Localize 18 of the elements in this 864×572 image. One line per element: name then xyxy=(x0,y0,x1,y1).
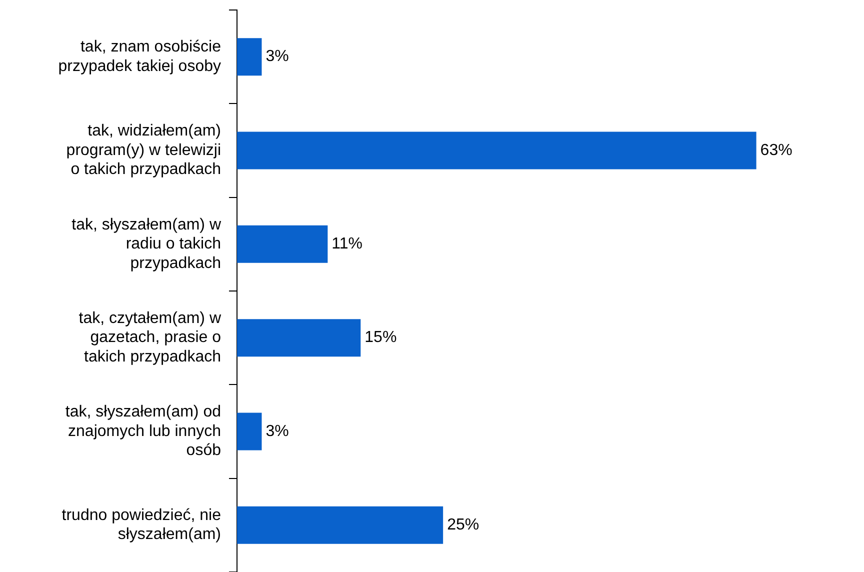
data-label: 63% xyxy=(760,142,792,159)
y-tick-label: tak, czytałem(am) w gazetach, prasie o takich przypadkach xyxy=(78,310,222,366)
data-label: 25% xyxy=(447,516,480,534)
y-tick-label: trudno powiedzieć, nie słyszałem(am) xyxy=(62,506,222,544)
data-label: 15% xyxy=(364,329,397,346)
data-label: 3% xyxy=(266,48,289,66)
bar xyxy=(237,319,361,357)
y-tick-label: tak, słyszałem(am) od znajomych lub innych osób xyxy=(65,404,222,460)
bar xyxy=(237,38,262,76)
bar xyxy=(237,132,756,170)
data-label: 11% xyxy=(332,236,363,253)
data-label: 3% xyxy=(266,422,289,440)
bar xyxy=(237,412,262,450)
y-tick-label: tak, widziałem(am) program(y) w telewizji o takich przypadkach xyxy=(66,122,221,178)
y-tick-label: tak, słyszałem(am) w radiu o takich przypadkach xyxy=(72,216,222,272)
y-tick-label: tak, znam osobiście przypadek takiej osoby xyxy=(58,38,222,75)
bar xyxy=(237,506,444,544)
bar xyxy=(237,225,328,263)
